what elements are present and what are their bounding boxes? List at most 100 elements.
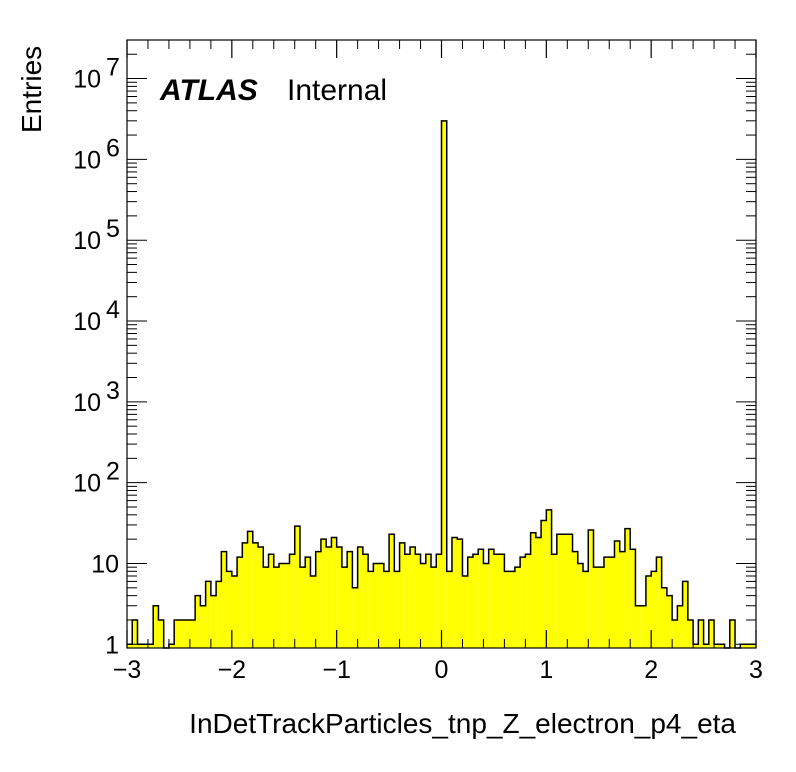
histogram-bars xyxy=(127,120,756,649)
histogram-bin xyxy=(189,619,196,648)
histogram-bin xyxy=(158,619,164,648)
y-tick-label: 1 xyxy=(105,631,119,659)
histogram-bin xyxy=(719,644,725,648)
x-tick-label: 1 xyxy=(539,656,553,684)
histogram-bin xyxy=(142,644,148,648)
histogram-bin xyxy=(651,571,657,648)
histogram-bin xyxy=(326,546,332,648)
y-tick-exponent: 7 xyxy=(106,54,120,82)
x-tick-label: 0 xyxy=(435,656,449,684)
histogram-bin xyxy=(168,644,175,648)
histogram-bin xyxy=(682,581,688,648)
y-tick-label: 10 xyxy=(73,308,101,336)
histogram-bin xyxy=(588,529,594,648)
histogram-bin xyxy=(614,540,620,648)
histogram-bin xyxy=(572,551,578,648)
histogram-bin xyxy=(226,571,232,648)
histogram-bin xyxy=(205,581,211,648)
histogram-bin xyxy=(404,554,411,648)
histogram-bin xyxy=(666,595,673,648)
histogram-bin xyxy=(530,532,536,648)
histogram-bin xyxy=(483,563,489,648)
histogram-bin xyxy=(661,587,667,648)
histogram-bin xyxy=(656,557,662,648)
histogram-bin xyxy=(488,549,494,648)
x-tick-label: 2 xyxy=(644,656,658,684)
histogram-bin xyxy=(347,551,353,648)
histogram-bin xyxy=(577,563,584,648)
histogram-bin xyxy=(368,571,374,648)
histogram-bin xyxy=(184,619,190,648)
histogram-bin xyxy=(478,549,484,648)
histogram-bin xyxy=(320,539,327,648)
histogram-bin xyxy=(410,546,416,648)
histogram-bin xyxy=(677,605,683,648)
histogram-bin xyxy=(672,619,678,648)
histogram-bin xyxy=(535,537,542,648)
histogram-bin xyxy=(284,563,290,648)
y-tick-exponent: 3 xyxy=(106,377,120,405)
histogram-bin xyxy=(745,644,751,648)
histogram-bin xyxy=(551,554,557,648)
histogram-bin xyxy=(472,554,479,648)
y-tick-exponent: 4 xyxy=(106,296,120,324)
histogram-bin xyxy=(593,567,599,648)
histogram-bin xyxy=(383,571,390,648)
atlas-label: ATLAS xyxy=(159,74,258,107)
histogram-bin xyxy=(357,546,363,648)
histogram-bin xyxy=(289,554,295,648)
y-tick-exponent: 6 xyxy=(106,134,120,162)
histogram-bin xyxy=(231,576,238,648)
histogram-bin xyxy=(336,546,342,648)
histogram-bin xyxy=(247,531,253,648)
y-tick-label: 10 xyxy=(73,227,101,255)
histogram-bin xyxy=(263,567,269,648)
histogram-bin xyxy=(216,581,222,648)
y-tick-label: 10 xyxy=(91,550,119,578)
histogram-bin xyxy=(598,567,604,648)
histogram-bin xyxy=(431,567,437,648)
histogram-bin xyxy=(153,605,159,648)
histogram-bin xyxy=(493,554,500,648)
histogram-bin xyxy=(714,644,720,648)
histogram-bin xyxy=(729,619,736,648)
histogram-bin xyxy=(378,563,384,648)
histogram-bin xyxy=(331,537,337,648)
x-tick-label: 3 xyxy=(749,656,763,684)
histogram-bin xyxy=(373,563,379,648)
histogram-bin xyxy=(567,534,573,648)
histogram-bin xyxy=(441,120,447,648)
x-tick-label: −2 xyxy=(218,656,247,684)
histogram-bin xyxy=(462,576,468,648)
histogram-bin xyxy=(315,551,321,648)
histogram-bin xyxy=(195,595,201,648)
histogram-bin xyxy=(237,557,243,648)
histogram-bin xyxy=(174,619,180,648)
histogram-bin xyxy=(436,554,442,648)
histogram-bin xyxy=(562,534,568,648)
y-tick-label: 10 xyxy=(73,146,101,174)
histogram-bin xyxy=(504,571,510,648)
x-axis-title: InDetTrackParticles_tnp_Z_electron_p4_et… xyxy=(189,708,736,739)
histogram-bin xyxy=(630,549,636,648)
histogram-bin xyxy=(509,571,515,648)
histogram-bin xyxy=(352,587,358,648)
histogram-bin xyxy=(525,554,531,648)
histogram-bin xyxy=(609,557,615,648)
histogram-bin xyxy=(137,644,143,648)
histogram-bin xyxy=(645,576,652,648)
x-tick-label: −1 xyxy=(322,656,351,684)
histogram-bin xyxy=(210,595,217,648)
histogram-bin xyxy=(242,542,248,648)
histogram-bin xyxy=(221,551,227,648)
histogram-bin xyxy=(258,546,264,648)
histogram-bin xyxy=(635,605,641,648)
histogram-bin xyxy=(541,520,547,648)
histogram-bin xyxy=(200,605,206,648)
histogram-bin xyxy=(147,644,154,648)
x-tick-label: −3 xyxy=(113,656,142,684)
histogram-bin xyxy=(703,644,709,648)
y-tick-label: 10 xyxy=(73,470,101,498)
histogram-bin xyxy=(556,534,563,648)
